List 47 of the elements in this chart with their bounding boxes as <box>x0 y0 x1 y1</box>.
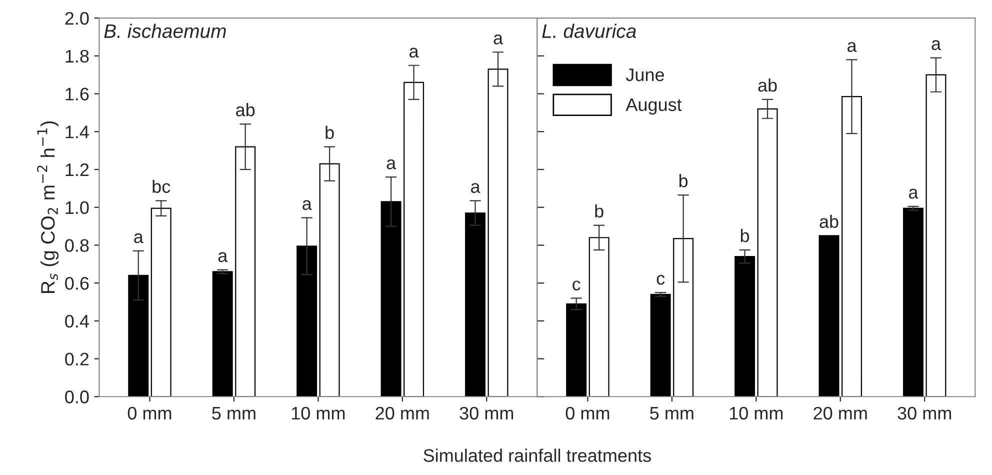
data-label: b <box>326 126 334 140</box>
x-tick-label: 5 mm <box>212 407 256 420</box>
data-label: a <box>494 34 504 44</box>
x-tick-label: 30 mm <box>898 406 951 420</box>
data-label: bc <box>152 180 170 193</box>
x-tick-label: 20 mm <box>376 406 429 420</box>
data-label: a <box>386 159 396 170</box>
data-label: a <box>410 48 419 58</box>
data-label: b <box>740 228 750 242</box>
y-tick-label: 0.2 <box>65 352 89 366</box>
y-tick-label: 1.8 <box>66 50 89 63</box>
x-tick-label: 10 mm <box>730 406 783 420</box>
x-tick-label: 10 mm <box>292 406 345 420</box>
legend-label: June <box>626 68 664 82</box>
y-tick-label: 0.0 <box>65 390 89 404</box>
text: R$_{s}$ (g CO$_{2}$ m$^{−2}$ h$^{−1}$) <box>37 121 59 293</box>
data-label: a <box>218 252 228 262</box>
y-tick-label: 1.4 <box>66 126 89 138</box>
data-label: a <box>932 40 941 50</box>
data-label: ab <box>236 103 255 116</box>
chart-title: L. davurica <box>542 24 636 38</box>
y-tick-label: 1.2 <box>66 163 89 176</box>
data-label: a <box>302 200 312 210</box>
data-label: b <box>679 174 688 188</box>
y-tick-label: 1.6 <box>66 88 89 100</box>
data-label: a <box>908 188 918 199</box>
chart-title: B. ischaemum <box>104 24 226 38</box>
data-label: a <box>134 233 144 244</box>
data-label: c <box>572 280 580 290</box>
data-label: a <box>847 42 857 52</box>
x-tick-label: 5 mm <box>650 407 694 420</box>
x-tick-label: 0 mm <box>566 406 610 420</box>
legend-label: August <box>626 98 682 115</box>
data-label: ab <box>758 78 777 92</box>
y-tick-label: 0.8 <box>65 239 89 252</box>
data-label: b <box>595 204 604 218</box>
data-label: c <box>656 274 665 285</box>
y-tick-label: 2.0 <box>65 12 89 25</box>
x-axis-title: Simulated rainfall treatments <box>424 448 651 462</box>
x-tick-label: 30 mm <box>460 406 514 420</box>
y-tick-label: 1.0 <box>66 201 89 214</box>
x-tick-label: 0 mm <box>128 406 172 420</box>
x-tick-label: 20 mm <box>814 406 867 420</box>
data-label: ab <box>820 214 838 228</box>
y-tick-label: 0.4 <box>65 314 89 328</box>
y-tick-label: 0.6 <box>65 276 89 290</box>
data-label: a <box>471 183 480 193</box>
